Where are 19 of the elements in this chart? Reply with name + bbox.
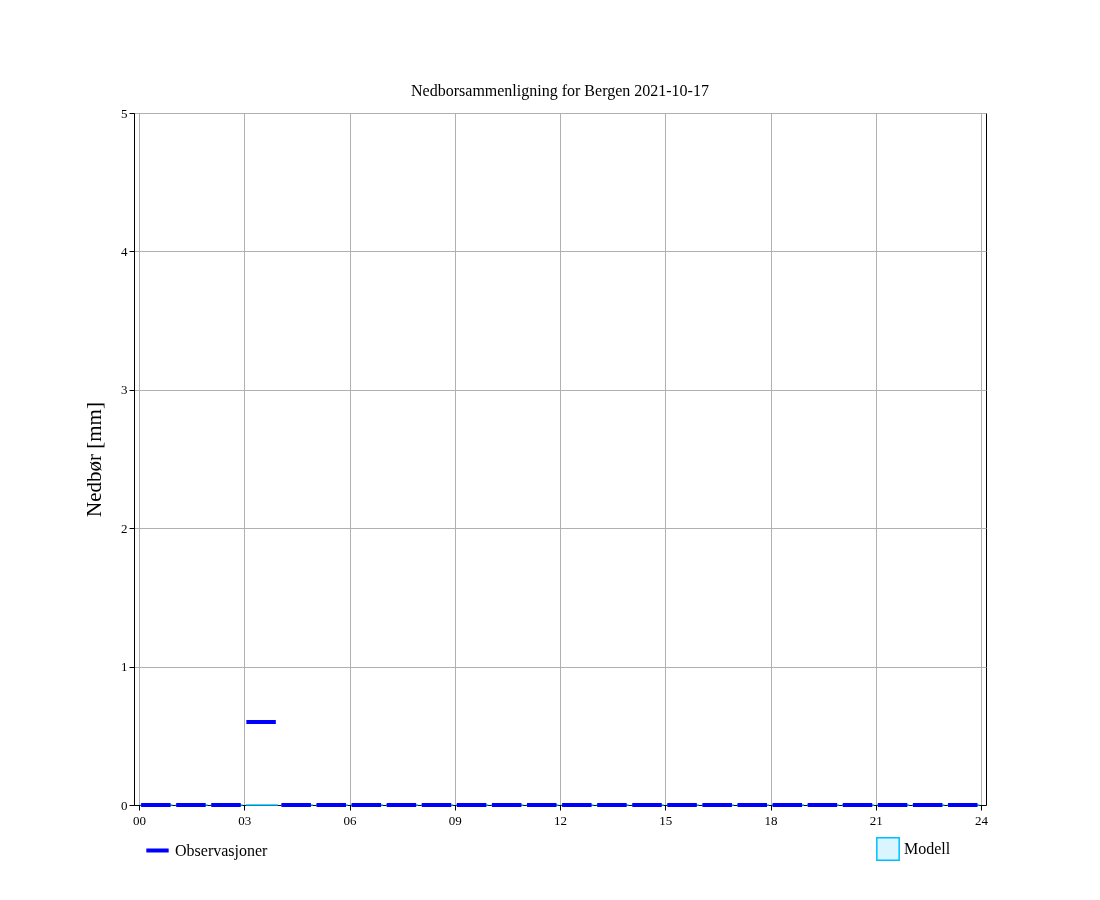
x-tick-label: 12 xyxy=(554,812,567,828)
x-tick-label: 18 xyxy=(764,812,778,828)
x-tick-label: 24 xyxy=(975,812,989,828)
x-tick-label: 03 xyxy=(238,812,252,828)
y-axis-title: Nedbør [mm] xyxy=(82,402,106,517)
x-tick-label: 21 xyxy=(869,812,883,828)
x-tick-label: 06 xyxy=(343,812,357,828)
y-tick-label: 2 xyxy=(121,520,128,536)
x-tick-label: 09 xyxy=(448,812,462,828)
legend-label: Modell xyxy=(904,840,951,857)
y-tick-label: 1 xyxy=(121,659,128,675)
chart-title: Nedborsammenligning for Bergen 2021-10-17 xyxy=(411,82,709,100)
y-tick-label: 0 xyxy=(121,797,128,813)
x-tick-label: 15 xyxy=(659,812,673,828)
x-tick-label: 00 xyxy=(133,812,146,828)
legend-label: Observasjoner xyxy=(175,841,269,860)
y-tick-label: 5 xyxy=(121,105,128,121)
y-tick-label: 4 xyxy=(121,243,128,259)
y-tick-label: 3 xyxy=(121,382,128,398)
